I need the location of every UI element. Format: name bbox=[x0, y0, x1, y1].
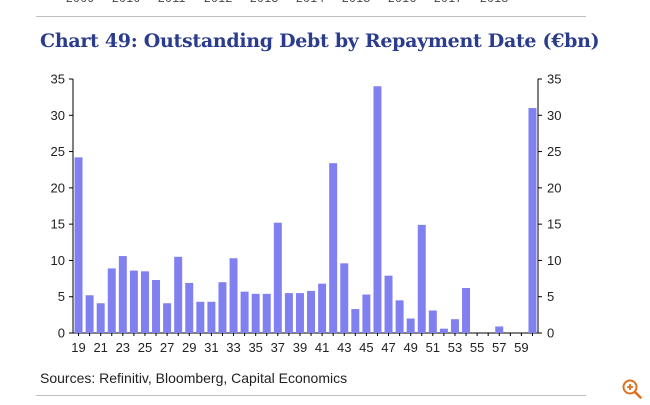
previous-chart-year-label: 2009 bbox=[66, 0, 112, 5]
x-tick-label: 23 bbox=[116, 340, 130, 355]
bar bbox=[340, 263, 349, 333]
x-tick-label: 29 bbox=[182, 340, 196, 355]
y-tick-label-right: 0 bbox=[547, 326, 554, 341]
bar bbox=[152, 280, 161, 333]
bar bbox=[240, 291, 249, 333]
bar bbox=[428, 310, 437, 333]
x-tick-label: 31 bbox=[204, 340, 218, 355]
bar bbox=[262, 293, 271, 333]
previous-chart-year-label: 2012 bbox=[204, 0, 250, 5]
bar bbox=[118, 256, 127, 333]
previous-chart-year-label: 2014 bbox=[296, 0, 342, 5]
y-tick-label-left: 20 bbox=[51, 180, 65, 195]
bar bbox=[273, 222, 282, 333]
chart-title: Chart 49: Outstanding Debt by Repayment … bbox=[40, 30, 600, 52]
bar bbox=[218, 282, 227, 333]
bar bbox=[295, 293, 304, 333]
previous-chart-year-label: 2017 bbox=[434, 0, 480, 5]
previous-chart-year-label: 2015 bbox=[342, 0, 388, 5]
y-tick-label-left: 35 bbox=[51, 72, 65, 87]
bar bbox=[251, 293, 260, 333]
bar bbox=[329, 163, 338, 333]
x-tick-label: 51 bbox=[426, 340, 440, 355]
bar bbox=[307, 290, 316, 333]
bar bbox=[174, 256, 183, 333]
bottom-divider bbox=[36, 395, 586, 396]
y-tick-label-left: 5 bbox=[58, 289, 65, 304]
y-tick-label-left: 30 bbox=[51, 108, 65, 123]
bar bbox=[450, 319, 459, 333]
y-tick-label-right: 20 bbox=[547, 180, 561, 195]
bar bbox=[528, 108, 537, 333]
y-tick-label-right: 15 bbox=[547, 217, 561, 232]
previous-chart-year-labels: 2009201020112012201320142015201620172018 bbox=[66, 0, 526, 5]
bar bbox=[96, 303, 105, 333]
bar bbox=[439, 328, 448, 333]
y-tick-label-right: 35 bbox=[547, 72, 561, 87]
bar bbox=[318, 283, 327, 333]
x-tick-label: 59 bbox=[514, 340, 528, 355]
x-tick-label: 47 bbox=[381, 340, 395, 355]
zoom-in-button[interactable] bbox=[621, 378, 643, 400]
chart-sources: Sources: Refinitiv, Bloomberg, Capital E… bbox=[40, 370, 348, 386]
x-tick-label: 45 bbox=[359, 340, 373, 355]
bar bbox=[229, 258, 238, 333]
x-tick-label: 33 bbox=[226, 340, 240, 355]
bar bbox=[462, 288, 471, 333]
y-tick-label-left: 15 bbox=[51, 217, 65, 232]
bar bbox=[417, 224, 426, 333]
zoom-in-icon bbox=[622, 379, 642, 399]
bar bbox=[406, 318, 415, 333]
bar bbox=[362, 294, 371, 333]
y-tick-label-left: 0 bbox=[58, 326, 65, 341]
x-tick-label: 57 bbox=[492, 340, 506, 355]
previous-chart-year-label: 2018 bbox=[480, 0, 526, 5]
previous-chart-year-label: 2016 bbox=[388, 0, 434, 5]
bar bbox=[351, 309, 360, 333]
x-tick-label: 43 bbox=[337, 340, 351, 355]
x-tick-label: 27 bbox=[160, 340, 174, 355]
previous-chart-year-label: 2013 bbox=[250, 0, 296, 5]
x-tick-label: 35 bbox=[248, 340, 262, 355]
x-tick-label: 53 bbox=[448, 340, 462, 355]
y-tick-label-left: 10 bbox=[51, 253, 65, 268]
y-tick-label-right: 30 bbox=[547, 108, 561, 123]
x-tick-label: 49 bbox=[403, 340, 417, 355]
bar bbox=[129, 270, 138, 333]
bar bbox=[384, 275, 393, 333]
bar bbox=[495, 326, 504, 333]
bar bbox=[196, 301, 205, 333]
previous-chart-year-label: 2011 bbox=[158, 0, 204, 5]
y-tick-label-left: 25 bbox=[51, 144, 65, 159]
bar bbox=[284, 293, 293, 333]
previous-chart-axis-strip: 2009201020112012201320142015201620172018 bbox=[36, 0, 586, 17]
bar bbox=[395, 300, 404, 333]
x-tick-label: 19 bbox=[71, 340, 85, 355]
x-tick-label: 55 bbox=[470, 340, 484, 355]
bar bbox=[74, 157, 83, 333]
bar bbox=[140, 271, 149, 333]
bar bbox=[207, 301, 216, 333]
bar bbox=[85, 295, 94, 333]
y-tick-label-right: 25 bbox=[547, 144, 561, 159]
x-tick-label: 25 bbox=[138, 340, 152, 355]
y-tick-label-right: 5 bbox=[547, 289, 554, 304]
x-tick-label: 21 bbox=[93, 340, 107, 355]
x-tick-label: 39 bbox=[293, 340, 307, 355]
bar bbox=[107, 268, 116, 333]
y-tick-label-right: 10 bbox=[547, 253, 561, 268]
x-tick-label: 41 bbox=[315, 340, 329, 355]
bar bbox=[163, 303, 172, 333]
previous-chart-year-label: 2010 bbox=[112, 0, 158, 5]
bar bbox=[185, 282, 194, 333]
bar bbox=[373, 86, 382, 333]
x-tick-label: 37 bbox=[271, 340, 285, 355]
